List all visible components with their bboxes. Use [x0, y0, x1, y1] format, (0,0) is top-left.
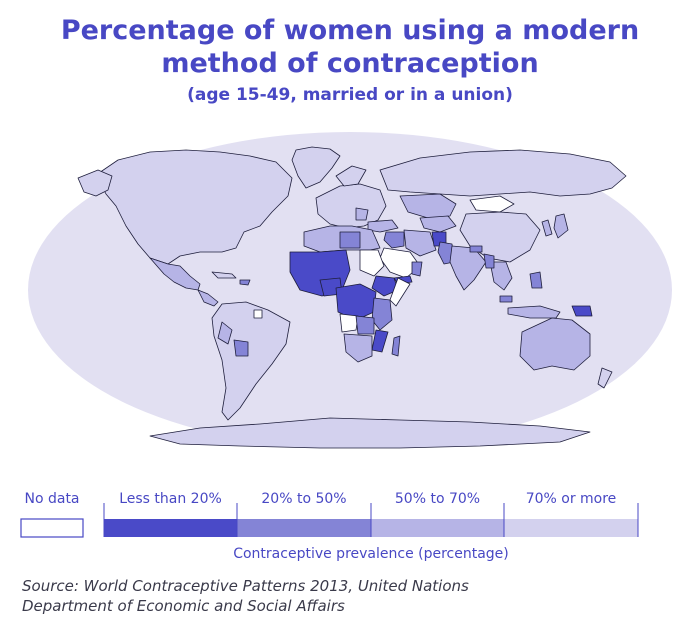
legend-label-lt20: Less than 20% [119, 491, 222, 507]
libya [339, 231, 361, 249]
new-zealand [597, 367, 613, 389]
angola [339, 313, 359, 333]
australia [519, 317, 591, 371]
legend [20, 503, 639, 538]
russia [379, 149, 627, 197]
source-line-1: Source: World Contraceptive Patterns 201… [22, 577, 469, 595]
haiti [239, 279, 251, 286]
japan [553, 213, 569, 239]
nepal [469, 245, 483, 253]
malaysia [499, 295, 513, 303]
legend-label-20-50: 20% to 50% [261, 491, 347, 507]
ethiopia [371, 275, 399, 297]
legend-label-70-plus: 70% or more [525, 491, 617, 507]
greenland [291, 146, 341, 189]
source-line-2: Department of Economic and Social Affair… [22, 597, 345, 615]
mozambique [371, 329, 389, 353]
legend-label-no-data: No data [24, 491, 80, 507]
papua-new-guinea [571, 305, 593, 317]
turkey [367, 219, 399, 233]
bolivia [233, 339, 249, 357]
chart-title: Percentage of women using a modern metho… [0, 14, 700, 80]
myanmar [483, 253, 495, 269]
kenya-tanzania [371, 297, 393, 331]
zambia-drc [355, 315, 375, 335]
mexico [149, 257, 201, 291]
alaska [77, 169, 113, 197]
suriname [253, 309, 263, 319]
legend-axis-label: Contraceptive prevalence (percentage) [233, 546, 509, 562]
philippines [529, 271, 543, 289]
legend-swatch-no-data [20, 518, 84, 538]
title-line-2: method of contraception [161, 48, 539, 79]
balkans [355, 207, 369, 221]
chart-subtitle: (age 15-49, married or in a union) [187, 85, 513, 105]
legend-swatch-20-50 [237, 519, 371, 537]
antarctica [149, 417, 591, 449]
scandinavia [335, 165, 367, 187]
canada-usa [95, 149, 293, 265]
central-asia [419, 215, 457, 233]
mongolia [469, 195, 515, 213]
oman [411, 261, 423, 277]
legend-swatch-lt20 [104, 519, 237, 537]
source-note: Source: World Contraceptive Patterns 201… [22, 576, 682, 616]
caribbean [211, 271, 237, 279]
kazakhstan [399, 193, 457, 219]
southeast-asia [489, 261, 513, 291]
korea-japan [541, 219, 553, 237]
legend-label-50-70: 50% to 70% [394, 491, 481, 507]
title-line-1: Percentage of women using a modern [60, 15, 640, 46]
legend-swatch-50-70 [371, 519, 504, 537]
southern-africa [343, 333, 373, 363]
legend-swatch-70-plus [504, 519, 638, 537]
iraq-syria [383, 231, 405, 249]
madagascar [391, 335, 401, 357]
pakistan [437, 241, 455, 265]
iran [403, 229, 437, 257]
central-america [197, 289, 219, 307]
paraguay-peru [217, 321, 233, 345]
sudan [359, 249, 385, 277]
somalia [389, 277, 411, 307]
